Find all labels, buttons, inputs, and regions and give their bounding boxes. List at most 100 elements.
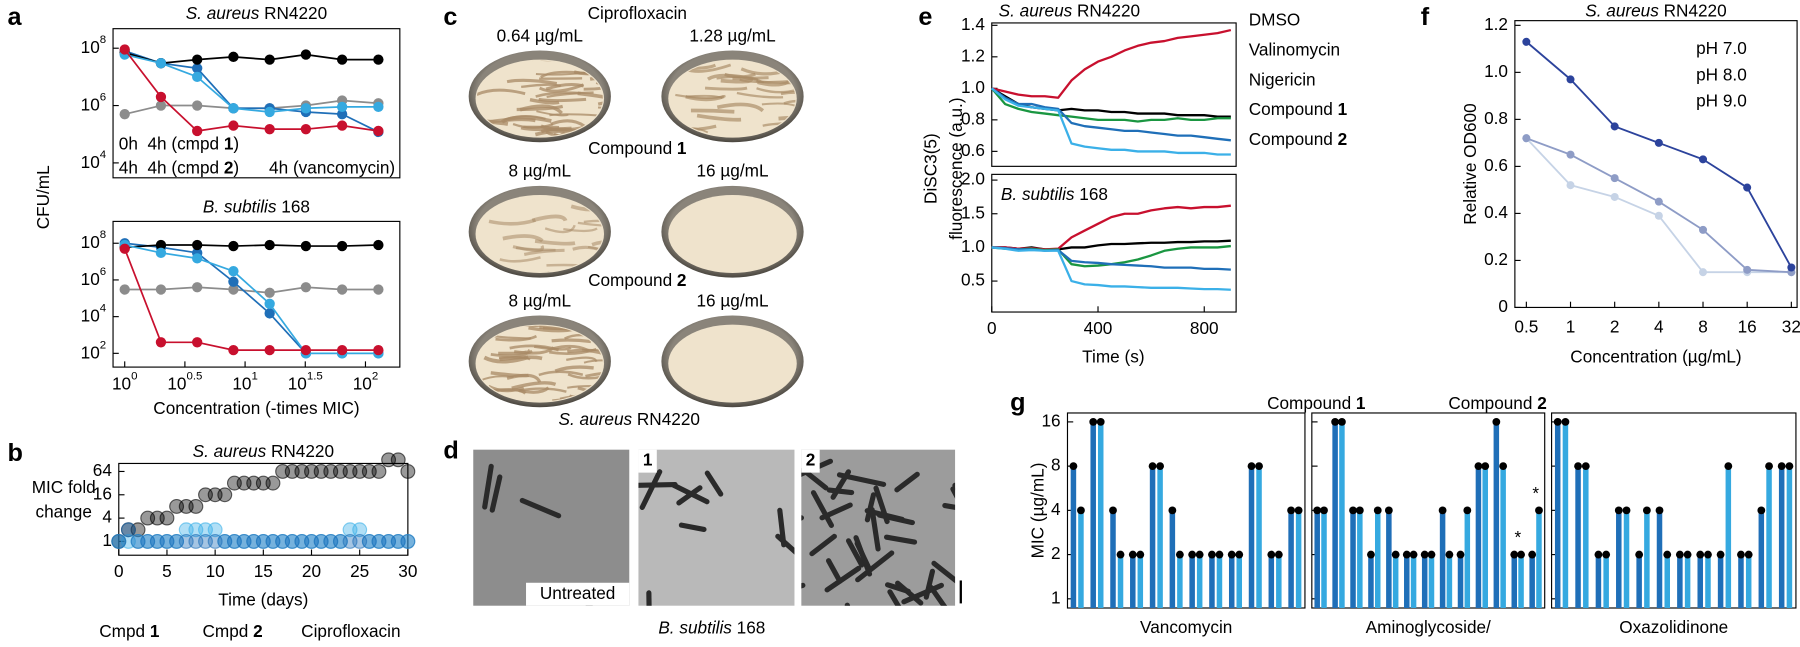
panel-label: f	[1421, 3, 1430, 31]
y-axis-label: MIC fold	[32, 477, 96, 497]
bar	[1518, 554, 1524, 608]
x-axis-label: Concentration (µg/mL)	[1570, 346, 1741, 366]
bar	[1786, 466, 1793, 608]
data-point	[336, 54, 348, 65]
cell	[704, 470, 724, 497]
y-tick-label: 16	[93, 483, 112, 503]
legend-entry: Ciprofloxacin	[301, 621, 400, 641]
streak	[511, 381, 557, 390]
series-line	[124, 242, 379, 355]
bar-cap	[1581, 462, 1590, 471]
bar-cap	[1655, 506, 1664, 515]
cell	[825, 558, 843, 584]
annotation: *	[1514, 527, 1521, 547]
x-tick-label: 1	[1566, 317, 1576, 337]
micrograph-label: 1	[643, 450, 653, 470]
bar-cap	[1561, 417, 1570, 426]
data-point	[188, 498, 204, 514]
y-tick-label: 0.6	[961, 140, 985, 160]
y-tick-label: 1.0	[1484, 61, 1508, 81]
bar-cap	[1438, 506, 1447, 515]
streak	[538, 97, 587, 103]
series-line	[991, 28, 1232, 99]
bar	[1464, 510, 1471, 608]
cell	[869, 507, 881, 552]
bar-cap	[1757, 506, 1766, 515]
x-tick-label: 101.5	[288, 370, 323, 393]
streak	[780, 90, 796, 100]
bar-cap	[1785, 462, 1794, 471]
bar	[1350, 510, 1356, 608]
streak	[512, 123, 554, 129]
data-point	[264, 298, 275, 309]
bar	[1228, 554, 1235, 608]
plot-frame	[112, 220, 401, 368]
bar-cap	[1622, 506, 1631, 515]
bar	[1500, 466, 1506, 608]
cell	[836, 472, 887, 487]
panel-label: g	[1010, 388, 1025, 416]
bar	[1097, 421, 1104, 608]
streak	[704, 86, 748, 91]
bar-cap	[1320, 506, 1328, 515]
streak	[732, 76, 769, 80]
cell	[775, 533, 795, 555]
cell	[864, 492, 877, 523]
series-line	[1525, 41, 1793, 268]
bar-cap	[1535, 506, 1543, 515]
y-tick-label: 1	[1051, 587, 1061, 607]
bar	[1644, 510, 1650, 608]
bar	[1439, 510, 1446, 608]
streak	[519, 104, 563, 115]
data-point	[400, 464, 416, 479]
bar	[1603, 554, 1609, 608]
chart-title: S. aureus RN4220	[999, 0, 1140, 20]
streak	[724, 72, 756, 79]
annotation: *	[1532, 483, 1539, 503]
cell	[887, 589, 902, 606]
plate-agar	[475, 324, 605, 403]
streak	[509, 344, 560, 352]
bar	[1595, 554, 1602, 608]
bar-cap	[1116, 550, 1125, 559]
streak	[591, 239, 603, 247]
y-tick-label: 0.6	[1484, 155, 1508, 175]
streak	[488, 218, 537, 226]
cell	[883, 534, 918, 545]
panel-caption: Oxazolidinone	[1619, 617, 1728, 637]
bar	[1575, 466, 1581, 608]
streak	[523, 248, 565, 256]
y-tick-label: 1.4	[961, 14, 985, 34]
plot-frame	[1311, 412, 1546, 609]
x-tick-label: 0	[114, 561, 124, 581]
x-tick-label: 100	[112, 370, 138, 393]
data-point	[264, 344, 275, 356]
bar-cap	[1338, 417, 1346, 426]
bar	[1616, 510, 1622, 608]
streak	[502, 234, 544, 243]
bar-cap	[1235, 550, 1244, 559]
data-point	[155, 100, 167, 111]
bar-cap	[1215, 550, 1224, 559]
data-point	[1698, 155, 1708, 164]
series-line	[991, 246, 1231, 291]
bar	[1374, 510, 1381, 608]
streak	[736, 91, 784, 99]
data-point	[373, 54, 384, 65]
plate-agar	[475, 195, 605, 274]
cell	[854, 540, 872, 571]
data-point	[336, 240, 348, 252]
data-point	[1743, 265, 1752, 274]
data-point	[1566, 150, 1575, 159]
y-tick-label: 0.8	[1484, 108, 1508, 128]
data-point	[373, 344, 384, 356]
streak	[583, 219, 603, 225]
plot-frame	[112, 28, 401, 179]
streak	[517, 131, 565, 137]
data-point	[192, 54, 203, 65]
cell	[931, 560, 956, 584]
bar-cap	[1675, 550, 1684, 559]
bar-cap	[1517, 550, 1525, 559]
series-line	[990, 87, 1231, 123]
